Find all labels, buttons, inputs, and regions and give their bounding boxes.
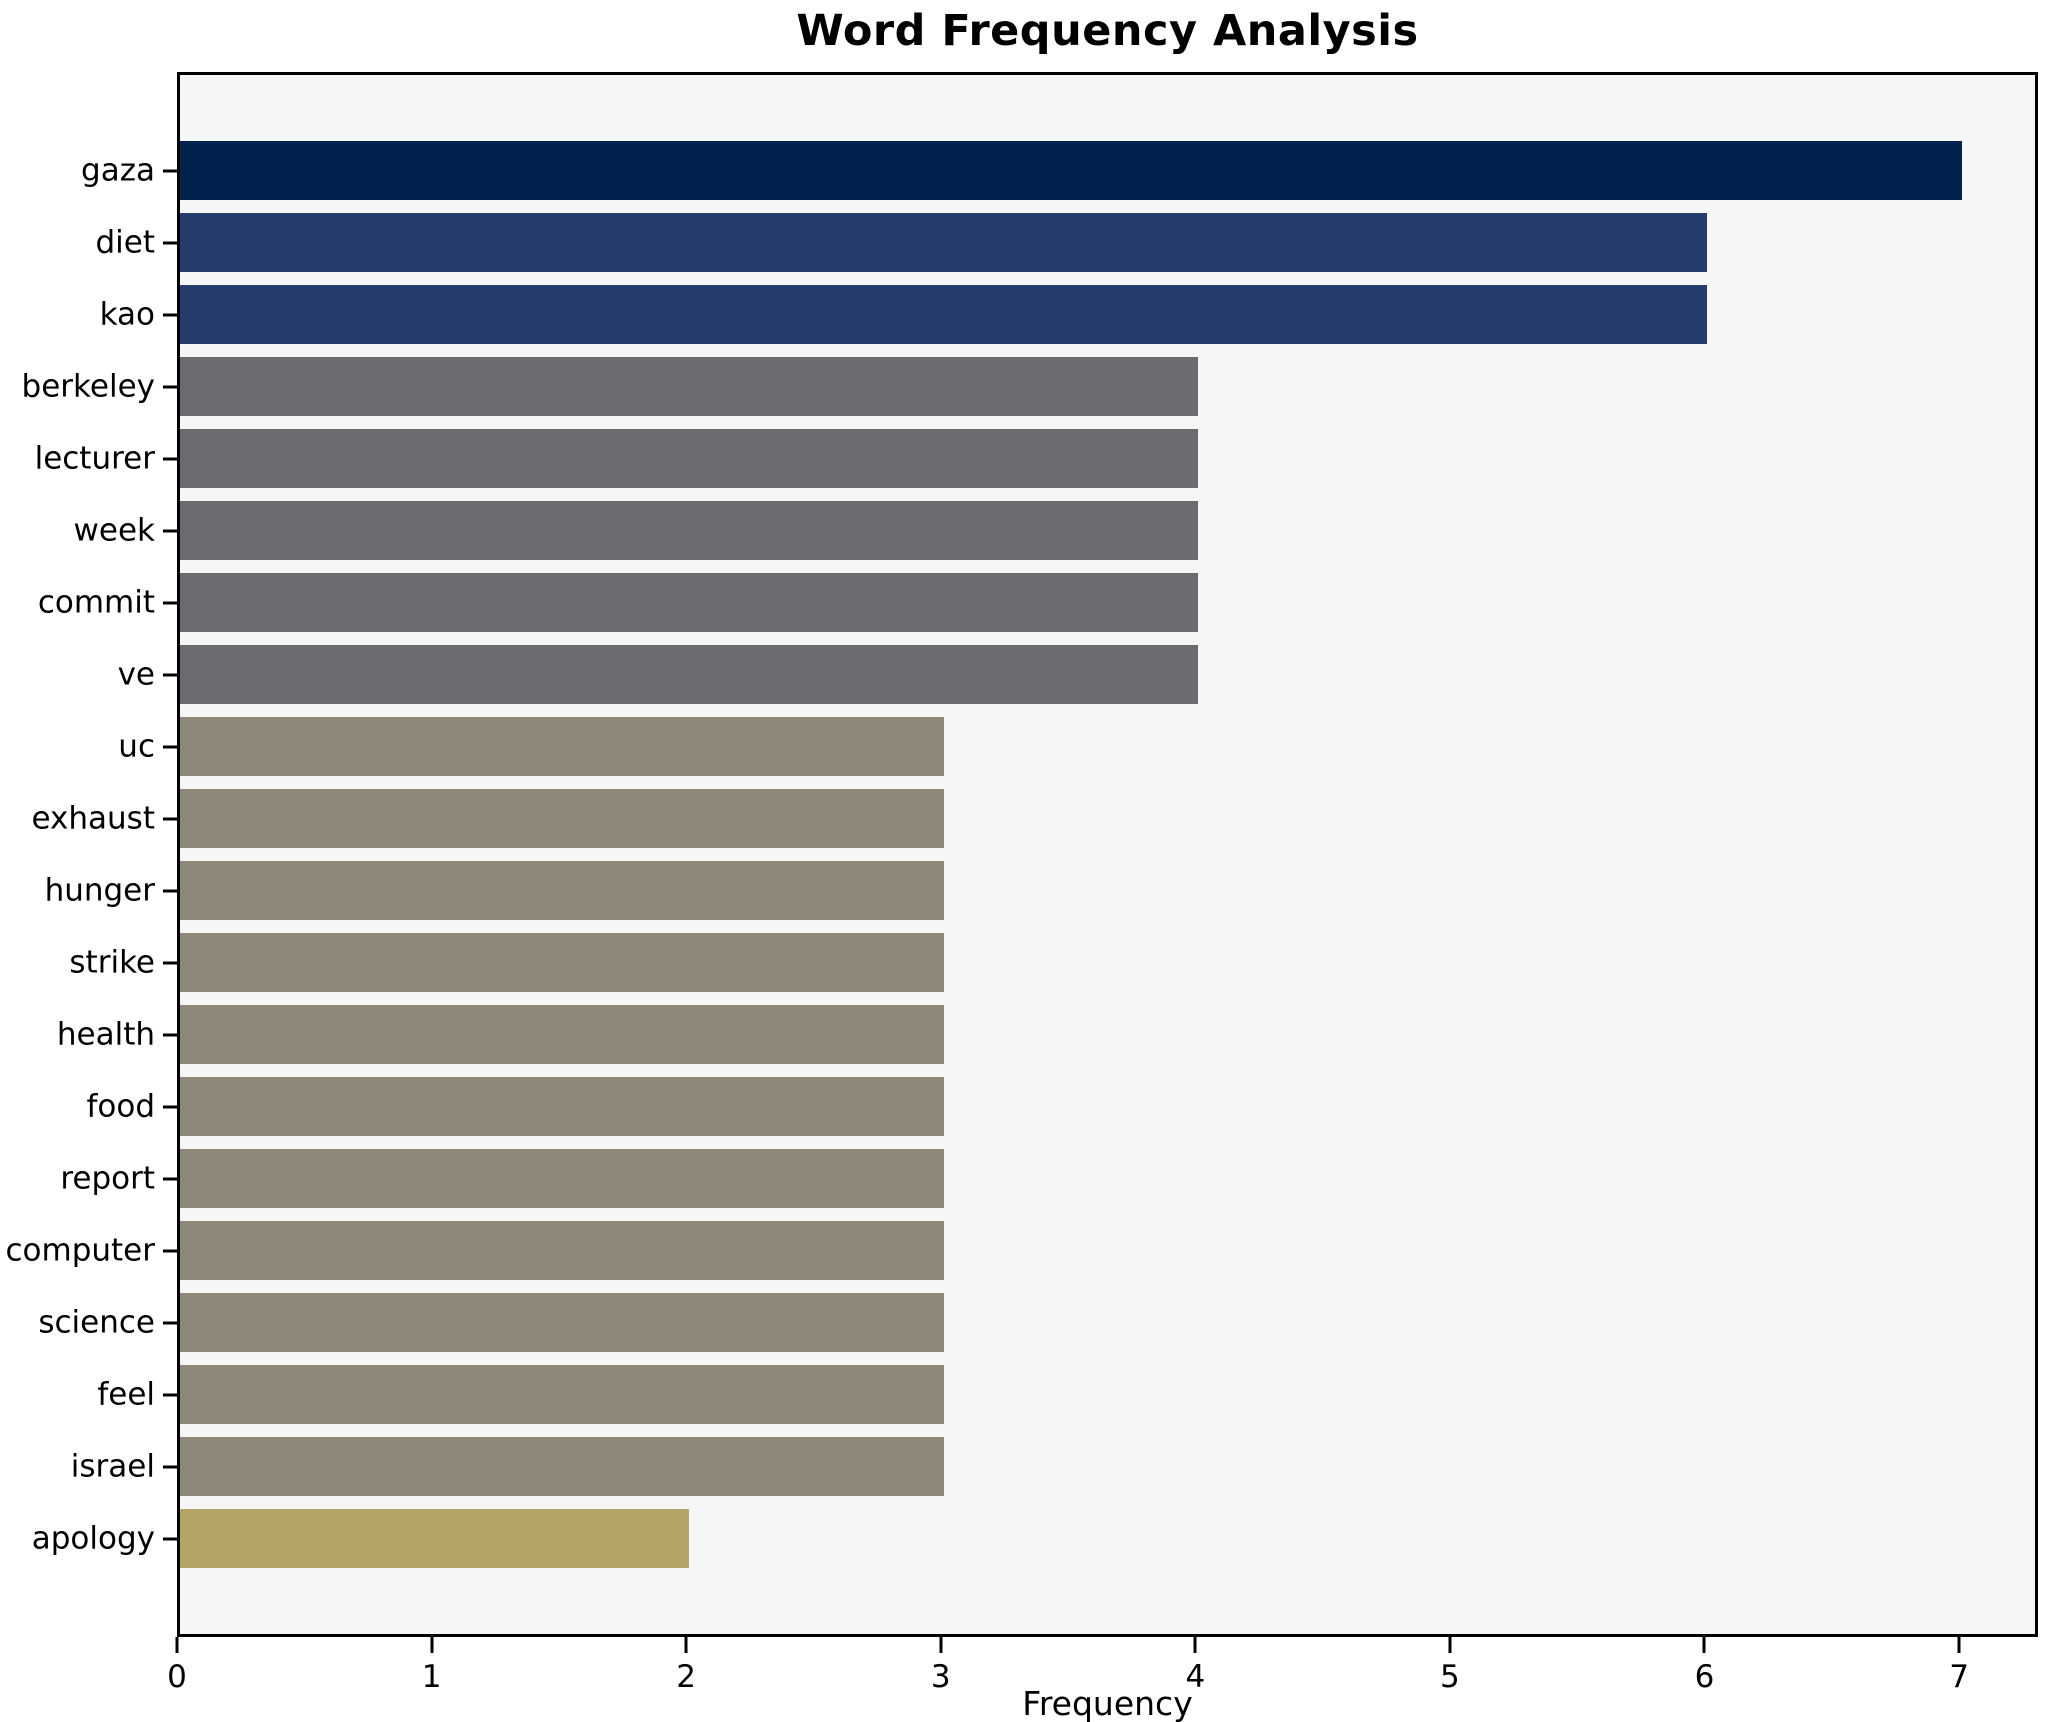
y-tick-label-health: health [56,1016,155,1052]
bar-food [180,1077,944,1136]
x-tick-label-4: 4 [1185,1659,1206,1695]
bar-uc [180,717,944,776]
x-axis-label: Frequency [1022,1684,1193,1722]
bar-strike [180,933,944,992]
bar-apology [180,1509,689,1568]
y-tick-label-uc: uc [118,728,155,764]
x-tick-mark [684,1637,688,1653]
y-tick-label-strike: strike [69,944,155,980]
bar-diet [180,213,1707,272]
y-tick-mark [163,745,177,748]
bar-exhaust [180,789,944,848]
y-tick-label-israel: israel [70,1448,155,1484]
bar-computer [180,1221,944,1280]
bar-gaza [180,141,1962,200]
y-tick-label-commit: commit [37,584,155,620]
y-tick-mark [163,1321,177,1324]
y-tick-label-report: report [60,1160,155,1196]
x-tick-mark [430,1637,434,1653]
plot-area [177,72,2038,1637]
y-tick-label-exhaust: exhaust [31,800,155,836]
bar-health [180,1005,944,1064]
y-tick-mark [163,601,177,604]
y-tick-mark [163,1105,177,1108]
y-tick-mark [163,1393,177,1396]
bar-kao [180,285,1707,344]
y-tick-label-computer: computer [5,1232,155,1268]
x-tick-label-5: 5 [1440,1659,1460,1695]
x-tick-label-0: 0 [167,1659,187,1695]
y-tick-mark [163,1177,177,1180]
x-tick-mark [175,1637,179,1653]
bar-report [180,1149,944,1208]
x-tick-label-7: 7 [1949,1659,1969,1695]
y-tick-mark [163,529,177,532]
bar-hunger [180,861,944,920]
x-tick-mark [939,1637,943,1653]
y-tick-label-ve: ve [117,656,155,692]
y-tick-mark [163,241,177,244]
x-tick-label-2: 2 [676,1659,697,1695]
y-tick-label-gaza: gaza [81,152,155,188]
bar-berkeley [180,357,1198,416]
y-tick-label-kao: kao [99,296,155,332]
chart-title: Word Frequency Analysis [796,6,1419,56]
x-tick-mark [1193,1637,1197,1653]
y-tick-label-hunger: hunger [44,872,155,908]
y-tick-mark [163,1249,177,1252]
y-tick-mark [163,673,177,676]
y-tick-mark [163,817,177,820]
bar-ve [180,645,1198,704]
x-tick-label-1: 1 [421,1659,442,1695]
x-tick-mark [1448,1637,1452,1653]
y-tick-mark [163,385,177,388]
y-tick-mark [163,1465,177,1468]
y-tick-mark [163,1033,177,1036]
y-tick-mark [163,169,177,172]
y-tick-label-week: week [73,512,155,548]
x-tick-label-6: 6 [1694,1659,1715,1695]
bar-commit [180,573,1198,632]
y-tick-label-food: food [86,1088,155,1124]
x-tick-mark [1957,1637,1961,1653]
y-tick-label-lecturer: lecturer [34,440,155,476]
y-tick-label-berkeley: berkeley [21,368,155,404]
y-tick-label-feel: feel [97,1376,155,1412]
y-tick-mark [163,889,177,892]
y-tick-label-apology: apology [31,1520,155,1556]
bar-israel [180,1437,944,1496]
y-tick-mark [163,457,177,460]
bar-feel [180,1365,944,1424]
y-tick-mark [163,1537,177,1540]
y-tick-label-science: science [38,1304,155,1340]
bar-science [180,1293,944,1352]
x-tick-mark [1702,1637,1706,1653]
y-tick-mark [163,961,177,964]
bar-lecturer [180,429,1198,488]
y-tick-label-diet: diet [95,224,155,260]
bar-week [180,501,1198,560]
x-tick-label-3: 3 [930,1659,951,1695]
y-tick-mark [163,313,177,316]
